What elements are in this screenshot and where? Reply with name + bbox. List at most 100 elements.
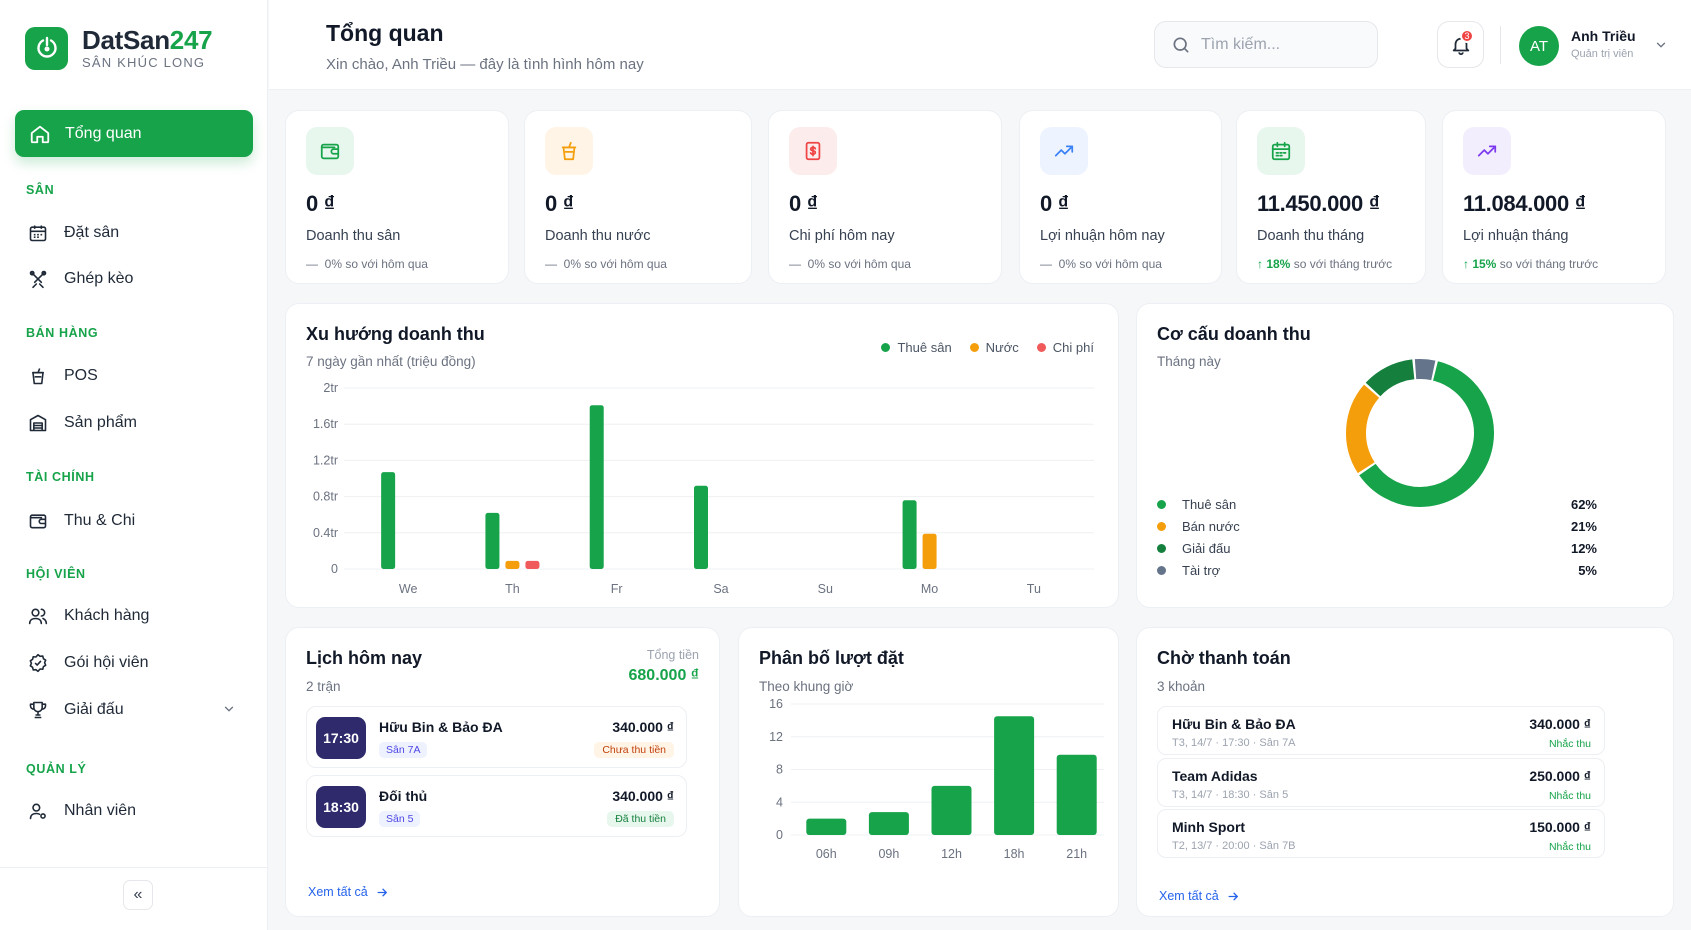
delta-text: 0% so với hôm qua (807, 257, 911, 271)
collapse-sidebar-button[interactable]: « (123, 880, 153, 910)
kpi-delta: — 0% so với hôm qua (1040, 257, 1162, 271)
y-tick-label: 0.8tr (313, 490, 338, 504)
brand[interactable]: DatSan247 SÂN KHÚC LONG (25, 26, 213, 70)
booking-name: Hữu Bin & Bảo ĐA (379, 719, 503, 735)
sidebar-item-dat-san[interactable]: Đặt sân (26, 218, 246, 248)
y-tick-label: 0 (776, 828, 783, 842)
pending-payments-card: Chờ thanh toán 3 khoản Hữu Bin & Bảo ĐA … (1136, 627, 1674, 917)
page-title: Tổng quan (326, 20, 444, 46)
sidebar-item-goi-hoi-vien[interactable]: Gói hội viên (26, 648, 246, 678)
sidebar-item-label: Gói hội viên (64, 654, 149, 671)
x-tick-label: 09h (878, 847, 899, 861)
notification-button[interactable]: 3 (1437, 21, 1484, 68)
wallet-icon (26, 509, 50, 533)
legend-label: Bán nước (1182, 518, 1240, 534)
bar-chi-phí (525, 560, 540, 569)
sidebar-item-label: Thu & Chi (64, 512, 136, 529)
brand-logo-icon (25, 26, 68, 70)
sidebar-item-tong-quan[interactable]: Tổng quan (15, 110, 253, 157)
donut-slice (1346, 384, 1380, 474)
revenue-trend-chart: 0 0.4tr 0.8tr 1.2tr 1.6tr 2tr We Th Fr Sa Su Mo Tu (313, 381, 1094, 596)
user-cog-icon (26, 799, 50, 823)
kpi-value: 11.450.000 ₫ (1257, 191, 1380, 216)
total-label: Tổng tiền (646, 648, 699, 662)
payment-amount: 340.000 ₫ (1529, 716, 1591, 732)
badge-check-icon (26, 651, 50, 675)
bar (994, 716, 1035, 835)
court-badge: Sân 7A (379, 742, 428, 758)
delta-dash: — (306, 257, 318, 271)
bar (868, 812, 909, 835)
see-all-link[interactable]: Xem tất cả (1159, 889, 1240, 903)
card-title: Xu hướng doanh thu (306, 324, 485, 344)
trophy-icon (26, 698, 50, 722)
card-title: Lịch hôm nay (306, 648, 423, 668)
sidebar-section-title: TÀI CHÍNH (26, 470, 95, 484)
top-header: Tổng quan Xin chào, Anh Triều — đây là t… (269, 0, 1691, 90)
avatar[interactable]: AT (1519, 26, 1559, 66)
bar (806, 818, 847, 835)
match-count: 2 trận (306, 679, 341, 694)
sidebar-item-ghep-keo[interactable]: Ghép kèo (26, 264, 246, 294)
booking-amount: 340.000 ₫ (612, 719, 674, 735)
payer-name: Hữu Bin & Bảo ĐA (1172, 716, 1296, 732)
kpi-label: Doanh thu tháng (1257, 228, 1365, 244)
bar-thuê-sân (902, 500, 917, 569)
booking-item[interactable]: 18:30 Đối thủ Sân 5 340.000 ₫ Đã thu tiề… (306, 775, 687, 837)
pending-payment-row[interactable]: Hữu Bin & Bảo ĐA T3, 14/7 · 17:30 · Sân … (1157, 706, 1605, 755)
card-title: Cơ cấu doanh thu (1157, 324, 1311, 344)
kpi-card: 0 ₫ Lợi nhuận hôm nay — 0% so với hôm qu… (1019, 110, 1222, 284)
user-name[interactable]: Anh Triều (1571, 28, 1636, 44)
payment-meta: T2, 13/7 · 20:00 · Sân 7B (1172, 840, 1296, 852)
x-tick-label: We (399, 582, 418, 596)
delta-dash: — (545, 257, 557, 271)
x-tick-label: Tu (1027, 582, 1041, 596)
remind-button[interactable]: Nhắc thu (1548, 738, 1591, 750)
card-subtitle: 7 ngày gần nhất (triệu đồng) (306, 354, 476, 369)
delta-text: 0% so với hôm qua (324, 257, 428, 271)
legend-dot (1157, 499, 1166, 509)
sidebar-item-pos[interactable]: POS (26, 361, 246, 391)
bar-nước (922, 533, 937, 569)
sidebar-section-title: HỘI VIÊN (26, 567, 86, 581)
kpi-card: 0 ₫ Doanh thu sân — 0% so với hôm qua (285, 110, 509, 284)
notification-badge: 3 (1460, 29, 1474, 43)
sidebar-item-khach-hang[interactable]: Khách hàng (26, 601, 246, 631)
chevron-down-icon[interactable] (1654, 38, 1668, 52)
status-badge: Đã thu tiền (607, 811, 674, 827)
remind-button[interactable]: Nhắc thu (1548, 790, 1591, 802)
sidebar-item-label: Đặt sân (64, 224, 120, 241)
y-tick-label: 1.2tr (313, 453, 338, 467)
legend-percent: 21% (1570, 518, 1597, 534)
pending-payment-row[interactable]: Minh Sport T2, 13/7 · 20:00 · Sân 7B 150… (1157, 809, 1605, 858)
search-icon (1173, 37, 1189, 53)
y-tick-label: 0.4tr (313, 526, 338, 540)
trend-up-icon (1040, 127, 1088, 175)
sidebar-item-nhan-vien[interactable]: Nhân viên (26, 796, 246, 826)
search-input[interactable]: Tìm kiếm... (1154, 21, 1378, 68)
kpi-delta: — 0% so với hôm qua (789, 257, 911, 271)
sidebar-item-san-pham[interactable]: Sản phẩm (26, 408, 246, 438)
chevron-down-icon[interactable] (222, 702, 236, 716)
y-tick-label: 1.6tr (313, 417, 338, 431)
booking-amount: 340.000 ₫ (612, 788, 674, 804)
legend-item[interactable]: Nước (969, 340, 1019, 355)
legend-item[interactable]: Chi phí (1036, 340, 1094, 355)
legend-item[interactable]: Thuê sân (881, 340, 952, 355)
booking-item[interactable]: 17:30 Hữu Bin & Bảo ĐA Sân 7A 340.000 ₫ … (306, 706, 687, 768)
x-tick-label: 21h (1066, 847, 1087, 861)
sidebar-item-giai-dau[interactable]: Giải đấu (26, 695, 246, 725)
y-tick-label: 0 (331, 562, 338, 576)
bar-nước (505, 560, 520, 569)
legend-label: Giải đấu (1182, 540, 1231, 556)
brand-subtitle: SÂN KHÚC LONG (82, 55, 206, 70)
bar (1056, 754, 1097, 835)
see-all-link[interactable]: Xem tất cả (308, 885, 389, 899)
sidebar-item-thu-chi[interactable]: Thu & Chi (26, 506, 246, 536)
status-badge: Chưa thu tiền (594, 742, 674, 758)
donut-slice (1365, 359, 1415, 397)
remind-button[interactable]: Nhắc thu (1548, 841, 1591, 853)
kpi-delta: — 0% so với hôm qua (545, 257, 667, 271)
pending-payment-row[interactable]: Team Adidas T3, 14/7 · 18:30 · Sân 5 250… (1157, 758, 1605, 807)
payment-meta: T3, 14/7 · 18:30 · Sân 5 (1172, 789, 1289, 801)
